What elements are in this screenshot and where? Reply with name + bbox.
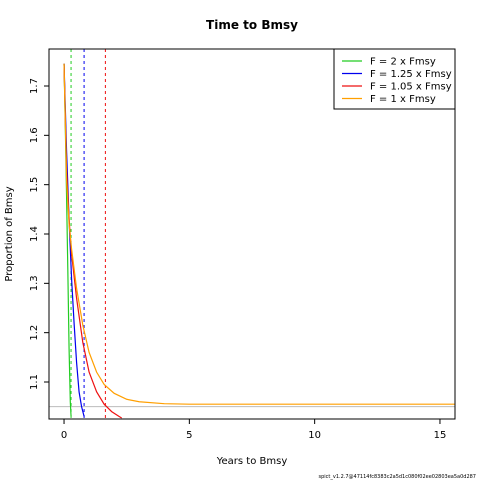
y-tick-label: 1.1 — [29, 374, 40, 390]
legend-label-0: F = 2 x Fmsy — [370, 57, 436, 68]
y-tick-label: 1.2 — [29, 325, 40, 341]
x-tick-label: 15 — [434, 430, 447, 441]
series-line-1 — [63, 63, 85, 417]
y-tick-label: 1.7 — [29, 78, 40, 94]
legend-label-3: F = 1 x Fmsy — [370, 94, 436, 105]
y-tick-label: 1.3 — [29, 275, 40, 291]
y-tick-label: 1.5 — [29, 177, 40, 193]
legend-label-1: F = 1.25 x Fmsy — [370, 69, 452, 80]
x-tick-label: 5 — [186, 430, 192, 441]
footnote: spict_v1.2.7@47114fc8383c2a5d1c080f02ee0… — [319, 474, 477, 480]
y-tick-label: 1.6 — [29, 127, 40, 143]
x-axis-label: Years to Bmsy — [216, 456, 288, 467]
y-tick-label: 1.4 — [29, 226, 40, 242]
series-line-2 — [63, 63, 122, 419]
x-tick-label: 0 — [61, 430, 67, 441]
chart-title: Time to Bmsy — [206, 18, 298, 32]
x-tick-label: 10 — [308, 430, 321, 441]
x-axis: 0 5 10 15 — [61, 419, 446, 441]
y-axis-label: Proportion of Bmsy — [4, 186, 15, 281]
y-axis: 1.1 1.2 1.3 1.4 1.5 1.6 1.7 — [29, 78, 49, 390]
series-line-3 — [63, 63, 455, 405]
legend-label-2: F = 1.05 x Fmsy — [370, 82, 452, 93]
